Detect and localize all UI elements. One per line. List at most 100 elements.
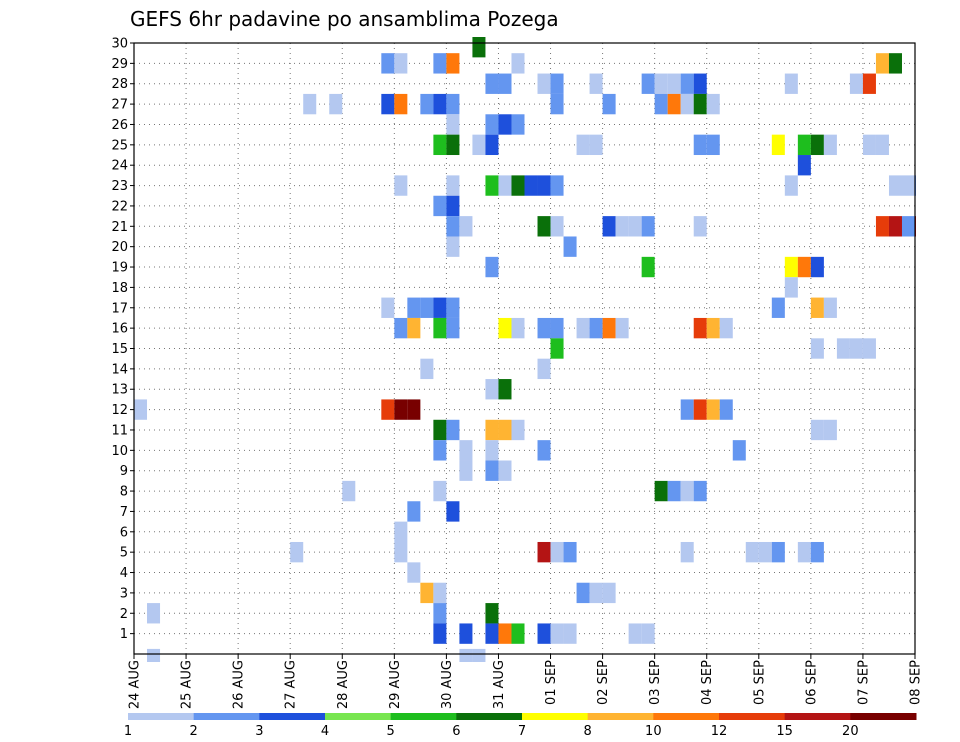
x-tick-label: 27 AUG — [284, 660, 299, 709]
precip-cell — [381, 53, 395, 74]
y-tick-label: 24 — [111, 159, 128, 174]
precip-cell — [745, 541, 759, 563]
colorbar-label: 6 — [452, 724, 460, 739]
precip-cell — [459, 460, 473, 481]
y-tick-label: 13 — [111, 383, 128, 398]
y-tick-label: 7 — [120, 505, 128, 520]
x-tick-label: 08 SEP — [909, 660, 924, 705]
y-tick-label: 2 — [120, 607, 128, 622]
precip-cell — [485, 440, 499, 461]
precip-cell — [589, 582, 603, 604]
y-tick-label: 25 — [111, 138, 128, 153]
x-tick-label: 05 SEP — [752, 660, 767, 705]
precip-cell — [381, 399, 395, 420]
precip-cell — [433, 603, 447, 624]
precip-cell — [810, 256, 824, 278]
precip-cell — [693, 93, 707, 115]
colorbar-label: 4 — [321, 724, 329, 739]
colorbar-label: 8 — [584, 724, 592, 739]
precip-cell — [537, 175, 551, 196]
precip-cell — [550, 623, 564, 644]
precip-cell — [472, 37, 486, 58]
precip-cell — [810, 134, 824, 156]
y-axis: 1234567891011121314151617181920212223242… — [111, 37, 134, 642]
precip-cells — [134, 37, 916, 662]
precip-cell — [498, 379, 512, 400]
precip-cell — [459, 216, 473, 237]
y-tick-label: 21 — [111, 220, 128, 235]
precip-cell — [433, 317, 447, 339]
precip-cell — [667, 93, 681, 115]
precip-cell — [862, 338, 876, 359]
y-tick-label: 30 — [111, 37, 128, 52]
precip-cell — [485, 603, 499, 624]
precip-cell — [498, 623, 512, 644]
precip-cell — [420, 297, 434, 318]
precip-cell — [862, 73, 876, 94]
x-tick-label: 26 AUG — [232, 660, 247, 709]
colorbar-label: 2 — [190, 724, 198, 739]
precip-cell — [771, 134, 785, 156]
x-tick-label: 04 SEP — [700, 660, 715, 705]
y-tick-label: 11 — [111, 423, 128, 438]
precip-cell — [563, 541, 577, 563]
precip-cell — [407, 317, 421, 339]
precip-cell — [784, 277, 798, 298]
precip-cell — [563, 623, 577, 644]
precip-cell — [654, 93, 668, 115]
precip-cell — [589, 134, 603, 156]
precip-cell — [615, 216, 629, 237]
precip-cell — [797, 134, 811, 156]
y-tick-label: 4 — [120, 566, 128, 581]
precip-cell — [654, 73, 668, 94]
precip-cell — [875, 134, 889, 156]
precip-cell — [407, 501, 421, 522]
y-tick-label: 17 — [111, 301, 128, 316]
chart-title: GEFS 6hr padavine po ansamblima Pozega — [130, 7, 559, 31]
precip-cell — [446, 317, 460, 339]
precip-cell — [680, 399, 694, 420]
precip-cell — [524, 175, 538, 196]
colorbar-label: 7 — [518, 724, 526, 739]
precip-cell — [784, 256, 798, 278]
precip-cell — [433, 440, 447, 461]
precip-cell — [329, 93, 343, 115]
precip-cell — [836, 338, 850, 359]
y-tick-label: 26 — [111, 118, 128, 133]
colorbar-segment — [193, 713, 260, 720]
y-tick-label: 14 — [111, 362, 128, 377]
precip-cell — [680, 93, 694, 115]
precip-cell — [667, 73, 681, 94]
y-tick-label: 3 — [120, 586, 128, 601]
x-tick-label: 07 SEP — [856, 660, 871, 705]
precip-cell — [485, 419, 499, 441]
precip-cell — [706, 399, 720, 420]
precip-cell — [446, 419, 460, 441]
precip-cell — [433, 419, 447, 441]
y-tick-label: 5 — [120, 546, 128, 561]
colorbar-segment — [784, 713, 851, 720]
precip-cell — [147, 648, 161, 662]
precip-cell — [342, 480, 356, 502]
precip-cell — [888, 53, 902, 74]
colorbar-segment — [719, 713, 786, 720]
precip-cell — [537, 216, 551, 237]
precip-cell — [511, 175, 525, 196]
x-tick-label: 28 AUG — [336, 660, 351, 709]
y-tick-label: 16 — [111, 322, 128, 337]
precip-cell — [407, 399, 421, 420]
colorbar-label: 1 — [124, 724, 132, 739]
colorbar-label: 15 — [776, 724, 793, 739]
precip-cell — [771, 297, 785, 318]
precip-cell — [147, 603, 161, 624]
precip-cell — [381, 297, 395, 318]
precip-cell — [498, 175, 512, 196]
precip-cell — [680, 480, 694, 502]
precip-cell — [641, 73, 655, 94]
precip-cell — [537, 623, 551, 644]
precip-cell — [628, 216, 642, 237]
precip-cell — [693, 134, 707, 156]
precip-cell — [537, 358, 551, 380]
colorbar-segment — [128, 713, 195, 720]
